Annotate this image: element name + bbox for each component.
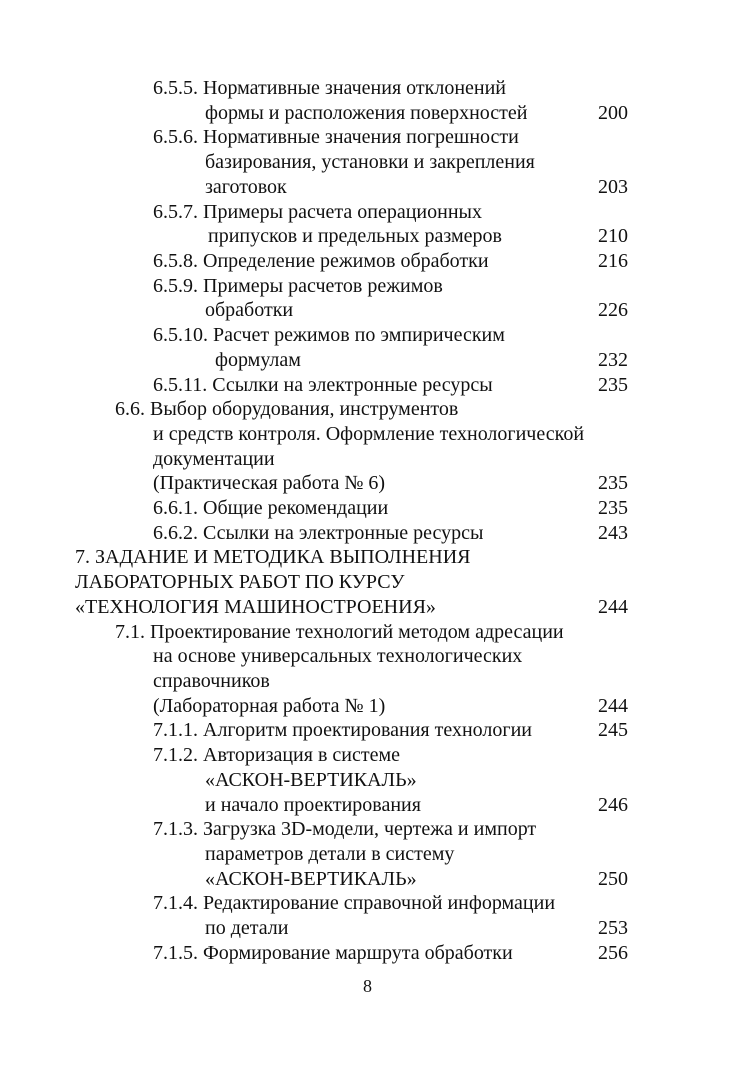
- toc-entry-line: параметров детали в систему: [205, 843, 455, 865]
- toc-entry-line: 6.5.5. Нормативные значения отклонений: [153, 77, 507, 99]
- toc-entry-line: формулам: [215, 348, 301, 371]
- toc-entry-line: базирования, установки и закрепления: [205, 151, 535, 174]
- toc-entry-line: 7.1.5. Формирование маршрута обработки: [153, 941, 513, 964]
- toc-entry-line: 6.5.6. Нормативные значения погрешности: [153, 126, 519, 149]
- toc-entry-line: 6.5.9. Примеры расчетов режимов: [153, 274, 443, 297]
- toc-entry-line: 6.5.8. Определение режимов обработки: [153, 249, 489, 272]
- toc-entry-line: 6.6. Выбор оборудования, инструментов: [115, 398, 459, 421]
- toc-entry-line: документации: [153, 447, 275, 470]
- toc-entry-line: (Практическая работа № 6): [153, 472, 386, 495]
- page-number: 8: [363, 976, 372, 996]
- toc-entry-line: и средств контроля. Оформление технологи…: [153, 422, 585, 445]
- toc-page-number: 226: [598, 299, 628, 322]
- toc-entry-line: формы и расположения поверхностей: [205, 101, 528, 124]
- toc-entry-line: 7.1. Проектирование технологий методом а…: [115, 620, 564, 643]
- toc-entry-line: 6.6.2. Ссылки на электронные ресурсы: [153, 521, 484, 544]
- toc-page-number: 243: [598, 521, 628, 544]
- toc-entry-line: «АСКОН-ВЕРТИКАЛЬ»: [205, 768, 417, 791]
- toc-entry-line: и начало проектирования: [205, 793, 421, 816]
- toc-page-number: 232: [598, 348, 628, 371]
- toc-page-number: 235: [598, 497, 628, 520]
- toc-page-number: 244: [598, 694, 628, 717]
- toc-page-number: 245: [598, 719, 628, 742]
- toc-page-number: 246: [598, 793, 628, 816]
- toc-entry-line: заготовок: [205, 175, 287, 198]
- toc-page-number: 200: [598, 101, 628, 124]
- toc-entry-line: (Лабораторная работа № 1): [153, 694, 386, 717]
- toc-page-number: 253: [598, 917, 628, 940]
- toc-entry-line: 7. ЗАДАНИЕ И МЕТОДИКА ВЫПОЛНЕНИЯ: [75, 546, 471, 569]
- toc-entry-line: 7.1.4. Редактирование справочной информа…: [153, 892, 556, 915]
- toc-entry-line: 7.1.3. Загрузка 3D-модели, чертежа и имп…: [153, 818, 537, 841]
- toc-entry-line: обработки: [205, 299, 294, 322]
- toc-entry-line: ЛАБОРАТОРНЫХ РАБОТ ПО КУРСУ: [75, 571, 405, 594]
- toc-entry-line: 6.5.7. Примеры расчета операционных: [153, 200, 482, 223]
- toc-page-number: 203: [598, 175, 628, 198]
- toc-entry-line: по детали: [205, 917, 289, 940]
- toc-page-number: 235: [598, 472, 628, 495]
- toc-entry-line: «АСКОН-ВЕРТИКАЛЬ»: [205, 867, 417, 890]
- toc-entry-line: 6.6.1. Общие рекомендации: [153, 497, 389, 520]
- toc-entry-line: справочников: [153, 670, 270, 693]
- toc-entry-line: 6.5.10. Расчет режимов по эмпирическим: [153, 324, 505, 347]
- toc-entry-line: «ТЕХНОЛОГИЯ МАШИНОСТРОЕНИЯ»: [75, 595, 436, 618]
- toc-entry-line: на основе универсальных технологических: [153, 645, 523, 668]
- toc-page-number: 256: [598, 941, 628, 964]
- toc-page-number: 250: [598, 867, 628, 890]
- toc-entry-line: 6.5.11. Ссылки на электронные ресурсы: [153, 373, 493, 396]
- toc-page-number: 216: [598, 249, 628, 272]
- toc-entry-line: припусков и предельных размеров: [208, 225, 502, 248]
- toc-entry-line: 7.1.1. Алгоритм проектирования технологи…: [153, 719, 532, 742]
- toc-page-number: 235: [598, 373, 628, 396]
- toc-entry-line: 7.1.2. Авторизация в системе: [153, 744, 401, 767]
- toc-page-number: 244: [598, 595, 628, 618]
- toc-page-number: 210: [598, 225, 628, 248]
